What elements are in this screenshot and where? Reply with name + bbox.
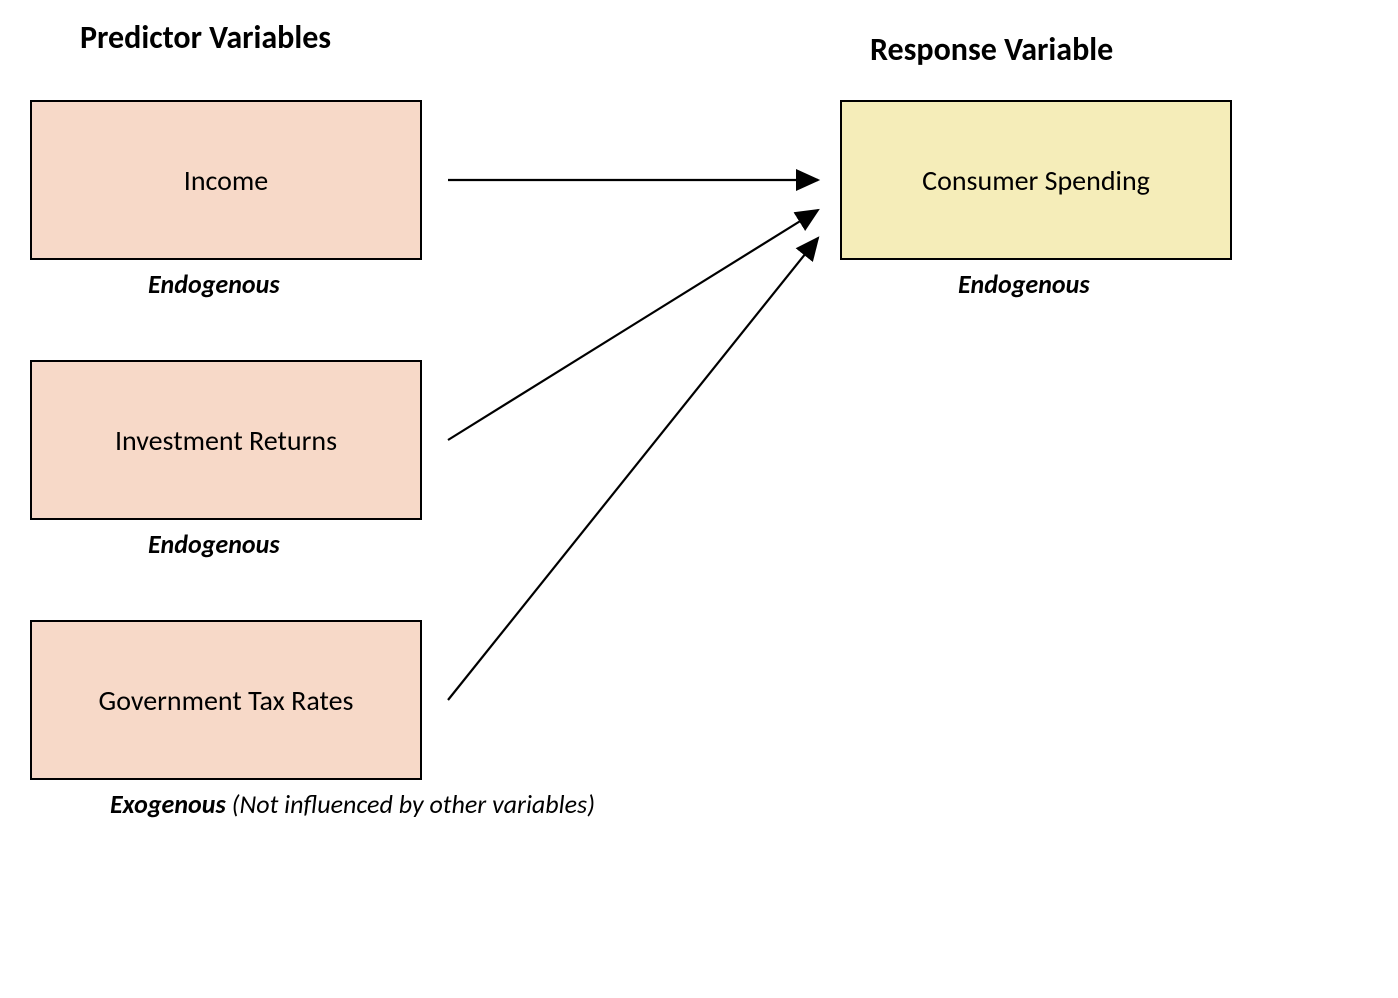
anno-text: Exogenous	[110, 788, 226, 820]
node-income-annotation: Endogenous	[148, 268, 280, 300]
node-income-label: Income	[184, 163, 268, 198]
node-consumer-spending: Consumer Spending	[840, 100, 1232, 260]
node-investment: Investment Returns	[30, 360, 422, 520]
response-heading: Response Variable	[870, 30, 1113, 69]
anno-note: (Not influenced by other variables)	[226, 788, 595, 820]
arrow-taxrates	[448, 238, 818, 700]
node-taxrates: Government Tax Rates	[30, 620, 422, 780]
node-income: Income	[30, 100, 422, 260]
node-taxrates-annotation: Exogenous (Not influenced by other varia…	[110, 788, 595, 820]
anno-text: Endogenous	[148, 528, 280, 560]
arrow-investment	[448, 210, 818, 440]
node-taxrates-label: Government Tax Rates	[99, 683, 354, 718]
node-consumer-spending-label: Consumer Spending	[922, 163, 1150, 198]
node-consumer-spending-annotation: Endogenous	[958, 268, 1090, 300]
predictor-heading: Predictor Variables	[80, 18, 331, 57]
node-investment-annotation: Endogenous	[148, 528, 280, 560]
anno-text: Endogenous	[958, 268, 1090, 300]
anno-text: Endogenous	[148, 268, 280, 300]
node-investment-label: Investment Returns	[115, 423, 337, 458]
